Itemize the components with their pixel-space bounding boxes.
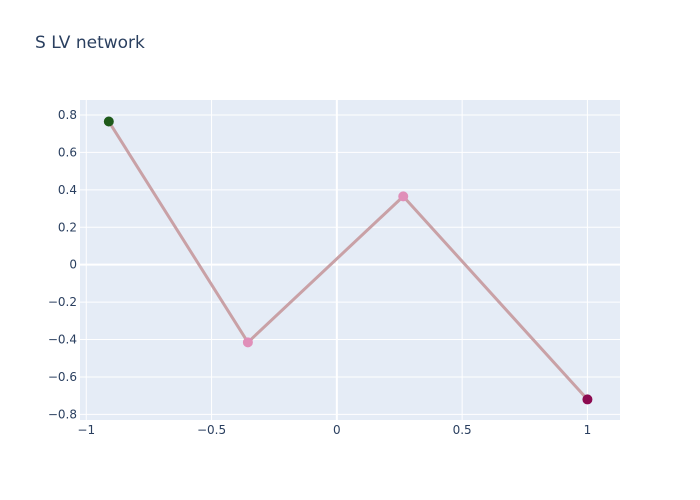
network-edge [246, 194, 405, 344]
x-tick-label: 1 [584, 423, 592, 437]
x-tick-label: 0.5 [453, 423, 472, 437]
y-tick-label: 0 [69, 258, 77, 272]
network-node[interactable] [242, 337, 253, 348]
y-tick-label: −0.2 [48, 295, 77, 309]
y-tick-label: 0.6 [58, 145, 77, 159]
x-tick-label: 0 [333, 423, 341, 437]
plot-area [80, 100, 620, 420]
y-tick-label: −0.4 [48, 333, 77, 347]
network-node[interactable] [103, 116, 114, 127]
y-tick-label: 0.2 [58, 220, 77, 234]
y-tick-label: −0.6 [48, 370, 77, 384]
y-tick-label: 0.8 [58, 108, 77, 122]
chart-title: S LV network [35, 33, 145, 53]
x-tick-label: −1 [77, 423, 95, 437]
network-node[interactable] [398, 191, 409, 202]
x-tick-label: −0.5 [197, 423, 226, 437]
network-edge [401, 194, 589, 401]
y-tick-label: −0.8 [48, 407, 77, 421]
y-tick-label: 0.4 [58, 183, 77, 197]
network-edge [107, 120, 250, 344]
network-node[interactable] [582, 394, 593, 405]
